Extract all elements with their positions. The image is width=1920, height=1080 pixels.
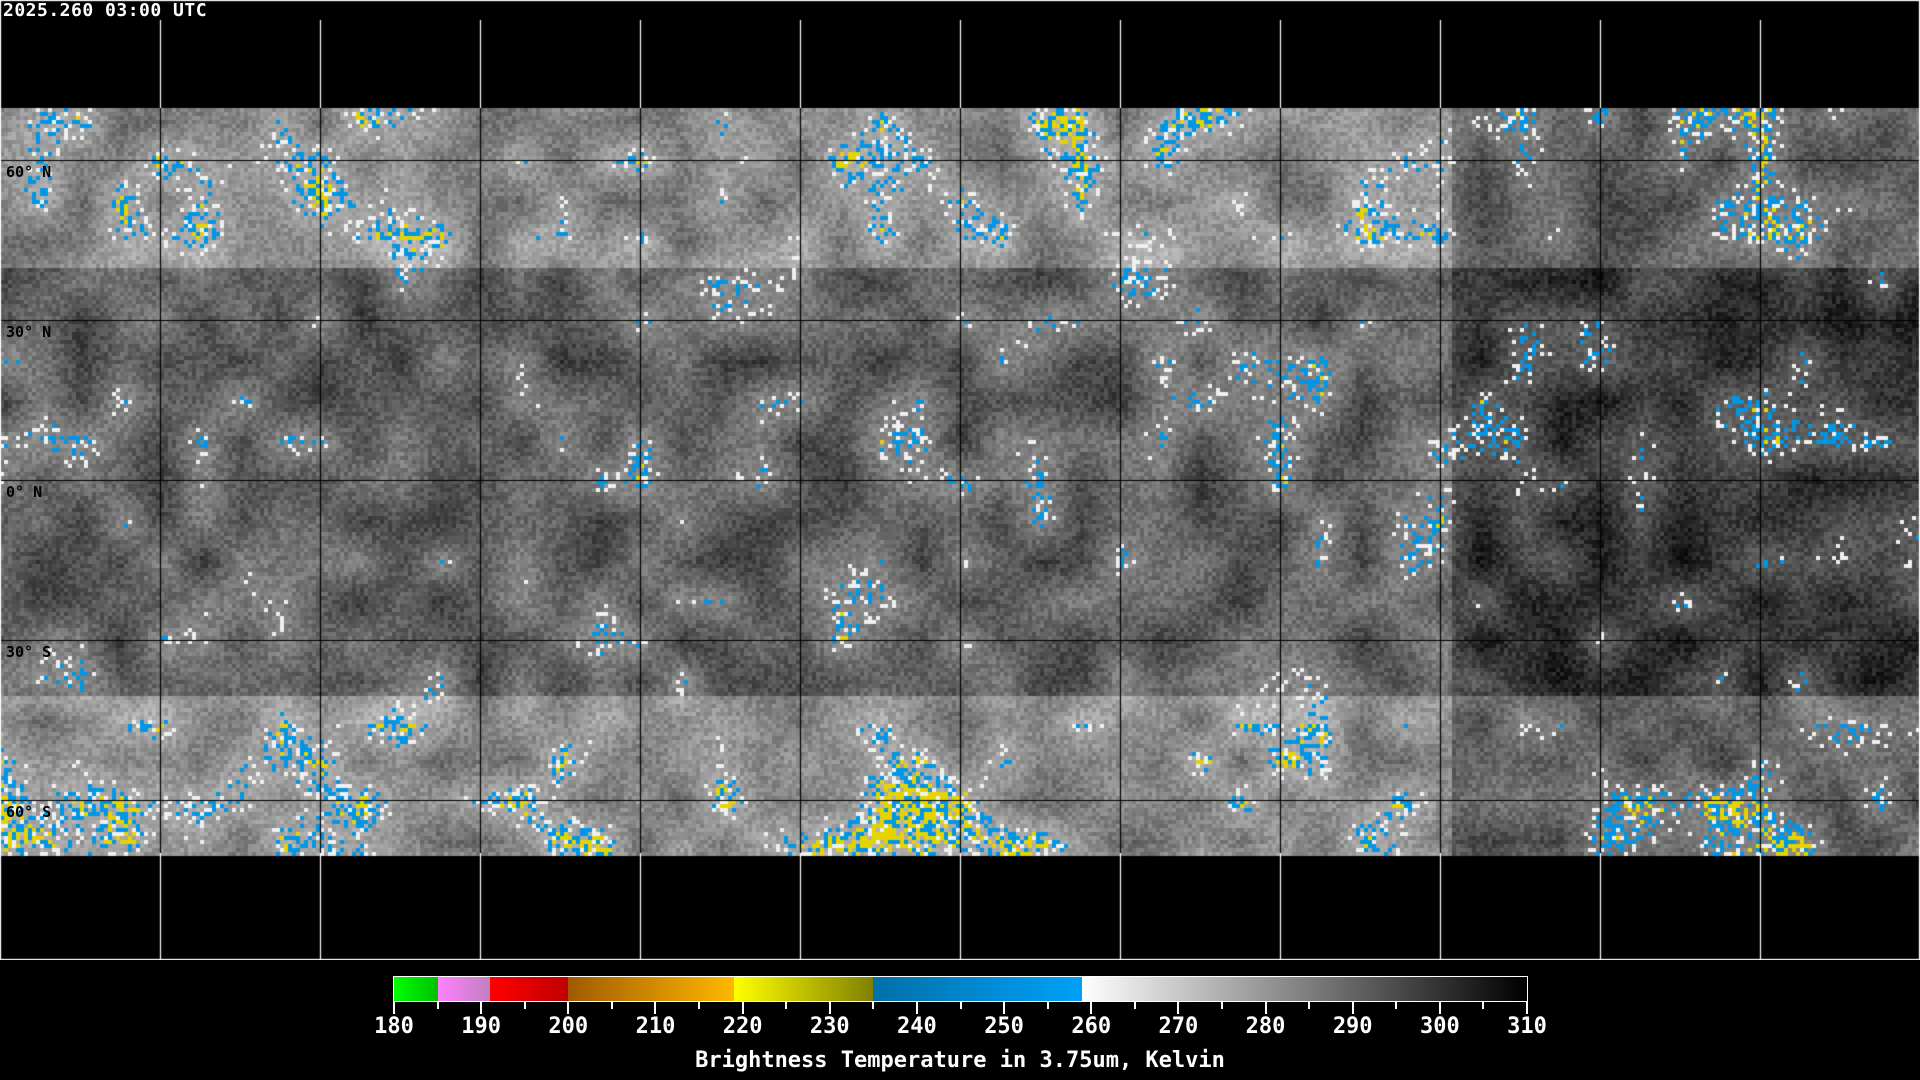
- colorbar-tick: [610, 1002, 613, 1009]
- colorbar-tick: [1264, 1002, 1267, 1014]
- colorbar-tick: [1526, 1002, 1528, 1014]
- colorbar-tick-label: 230: [809, 1014, 850, 1039]
- colorbar-tick: [393, 1002, 395, 1014]
- colorbar-tick: [959, 1002, 962, 1009]
- colorbar-tick: [915, 1002, 918, 1014]
- latitude-label: 30° N: [6, 323, 52, 341]
- colorbar-tick: [1090, 1002, 1093, 1014]
- colorbar-tick-label: 290: [1332, 1014, 1373, 1039]
- colorbar-tick: [1133, 1002, 1136, 1009]
- colorbar-tick-label: 270: [1158, 1014, 1199, 1039]
- colorbar-tick: [828, 1002, 831, 1014]
- colorbar-tick: [1046, 1002, 1049, 1009]
- latitude-label: 30° S: [6, 643, 52, 661]
- colorbar-tick-label: 310: [1507, 1014, 1547, 1039]
- colorbar-tick-label: 280: [1245, 1014, 1286, 1039]
- latitude-label: 0° N: [6, 483, 43, 501]
- colorbar-tick-label: 180: [374, 1014, 414, 1039]
- colorbar-tick: [1482, 1002, 1485, 1009]
- colorbar-tick: [480, 1002, 483, 1014]
- colorbar-tick-label: 200: [548, 1014, 589, 1039]
- colorbar-tick-label: 250: [984, 1014, 1024, 1039]
- colorbar-tick: [1351, 1002, 1354, 1014]
- colorbar-tick-label: 190: [461, 1014, 502, 1039]
- colorbar-tick: [523, 1002, 526, 1009]
- colorbar-tick: [1003, 1002, 1006, 1014]
- colorbar-tick-label: 240: [897, 1014, 937, 1039]
- latitude-label: 60° S: [6, 803, 52, 821]
- colorbar-segment: [1082, 977, 1527, 1001]
- colorbar-tick-label: 300: [1419, 1014, 1460, 1039]
- colorbar-tick: [567, 1002, 570, 1014]
- timestamp: 2025.260 03:00 UTC: [3, 0, 208, 21]
- satellite-map: [0, 0, 1920, 960]
- colorbar-tick: [1220, 1002, 1223, 1009]
- colorbar-tick: [1308, 1002, 1311, 1009]
- colorbar-tick: [872, 1002, 875, 1009]
- colorbar-tick: [1177, 1002, 1180, 1014]
- colorbar-segment: [568, 977, 734, 1001]
- colorbar-tick: [741, 1002, 744, 1014]
- colorbar-tick: [785, 1002, 788, 1009]
- colorbar-tick-label: 220: [722, 1014, 763, 1039]
- colorbar-segment: [437, 977, 490, 1001]
- latitude-label: 60° N: [6, 163, 52, 181]
- colorbar-segment: [394, 977, 438, 1001]
- colorbar-segment: [489, 977, 569, 1001]
- colorbar-tick-label: 260: [1071, 1014, 1112, 1039]
- colorbar-tick: [1395, 1002, 1398, 1009]
- colorbar-title: Brightness Temperature in 3.75um, Kelvin: [695, 1048, 1225, 1073]
- colorbar-segment: [873, 977, 1083, 1001]
- colorbar: [393, 976, 1528, 1002]
- colorbar-tick: [698, 1002, 701, 1009]
- colorbar-tick-label: 210: [635, 1014, 676, 1039]
- colorbar-tick: [1438, 1002, 1441, 1014]
- colorbar-segment: [733, 977, 874, 1001]
- colorbar-tick: [436, 1002, 439, 1009]
- colorbar-tick: [654, 1002, 657, 1014]
